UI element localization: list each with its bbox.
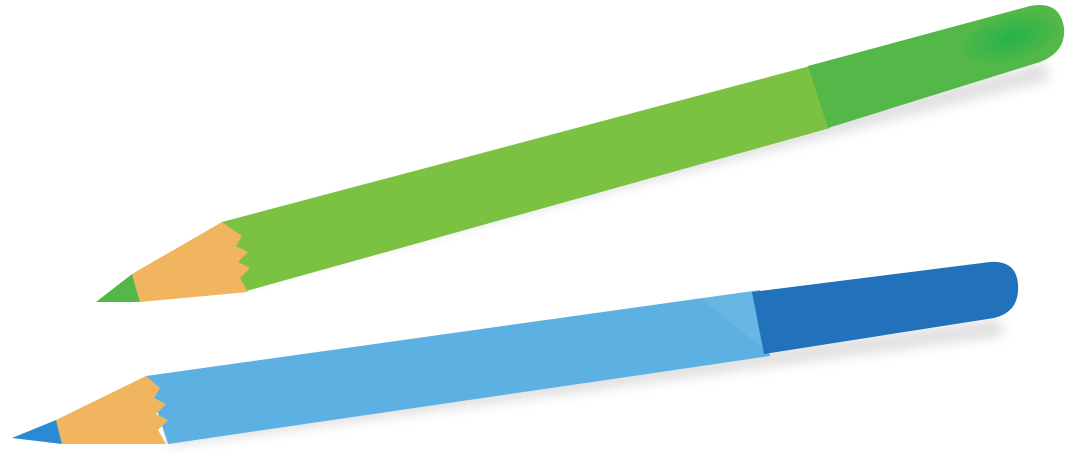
blue-pencil-body-sheen bbox=[700, 290, 768, 352]
green-pencil-tip bbox=[96, 274, 140, 302]
green-pencil-icon bbox=[96, 4, 1065, 302]
green-pencil-cap-highlight bbox=[956, 9, 1064, 67]
blue-pencil-wood bbox=[56, 376, 168, 444]
green-pencil-body bbox=[222, 66, 830, 292]
blue-pencil-tip bbox=[12, 420, 62, 444]
blue-pencil-icon bbox=[12, 261, 1019, 446]
green-pencil-wood bbox=[132, 222, 250, 302]
blue-pencil-body bbox=[146, 290, 770, 444]
blue-pencil-cap bbox=[752, 261, 1019, 354]
